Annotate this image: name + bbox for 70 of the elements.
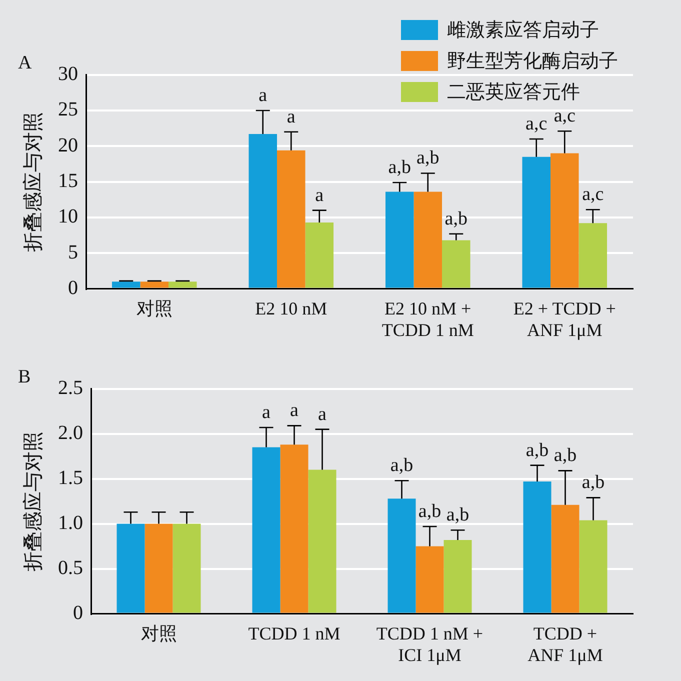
x-tick-label: TCDD 1 nM [248, 623, 340, 644]
chart-title: B [18, 366, 31, 388]
legend-label: 雌激素应答启动子 [447, 18, 599, 42]
bar [551, 504, 580, 613]
bar [248, 134, 277, 288]
y-tick-label: 2.5 [58, 377, 83, 400]
y-tick-label: 25 [58, 98, 78, 121]
legend-label: 野生型芳化酶启动子 [447, 50, 618, 74]
data-label: a,b [444, 208, 468, 230]
data-label: a,b [582, 472, 605, 494]
x-tick-label: E2 10 nM + TCDD 1 nM [382, 298, 474, 340]
data-label: a [262, 402, 272, 423]
y-tick-label: 1.0 [58, 512, 83, 534]
bar [444, 540, 472, 613]
x-tick-label: 对照 [136, 298, 172, 318]
data-label: a,b [388, 157, 411, 178]
data-label: a,b [416, 148, 440, 169]
bar [523, 482, 552, 613]
y-tick-label: 0 [73, 602, 83, 624]
x-tick-label: TCDD 1 nM + ICI 1μM [376, 623, 484, 665]
data-label: a,b [554, 445, 577, 466]
y-tick-label: 20 [58, 134, 78, 156]
data-label: a [290, 400, 300, 422]
bar [112, 282, 140, 288]
y-tick-label: 0 [68, 277, 78, 300]
bar [140, 282, 169, 288]
data-label: a [286, 106, 296, 128]
y-tick-label: 30 [58, 63, 78, 86]
bar [252, 447, 280, 613]
bar [144, 524, 173, 613]
y-tick-label: 10 [58, 206, 78, 228]
y-axis-title: 折叠感应与对照 [22, 112, 44, 252]
data-label: a [258, 84, 268, 106]
bar [172, 524, 201, 613]
x-tick-label: 对照 [140, 623, 177, 644]
legend-label: 二恶英应答元件 [447, 80, 580, 104]
bar [385, 192, 414, 288]
y-tick-label: 5 [68, 241, 78, 264]
data-label: a,b [526, 440, 549, 461]
bar [522, 156, 550, 288]
y-tick-label: 15 [58, 170, 78, 192]
data-label: a,b [390, 455, 414, 476]
chart-title: A [18, 52, 32, 74]
data-label: a,c [526, 113, 548, 134]
data-label: a,c [582, 184, 604, 206]
bar [276, 150, 306, 288]
bar [308, 470, 336, 613]
data-label: a,b [418, 500, 442, 522]
x-tick-label: E2 10 nM [255, 298, 328, 318]
bar [578, 223, 608, 288]
bar [388, 498, 416, 613]
y-tick-label: 2.0 [58, 422, 83, 444]
data-label: a,b [446, 504, 470, 526]
data-label: a,c [554, 106, 576, 127]
data-label: a [315, 184, 324, 206]
x-tick-label: E2 + TCDD + ANF 1μM [513, 298, 616, 340]
bar [305, 222, 334, 288]
bar [442, 240, 470, 288]
bar [416, 546, 444, 613]
bar [550, 153, 579, 288]
x-tick-label: TCDD + ANF 1μM [528, 623, 603, 665]
bar [168, 282, 197, 288]
bar [280, 444, 308, 613]
data-label: a [318, 404, 328, 425]
bar [414, 192, 442, 288]
y-tick-label: 0.5 [58, 557, 83, 580]
y-axis-title: 折叠感应与对照 [22, 431, 44, 572]
y-tick-label: 1.5 [58, 467, 83, 490]
bar [116, 524, 145, 613]
bar [579, 520, 608, 613]
